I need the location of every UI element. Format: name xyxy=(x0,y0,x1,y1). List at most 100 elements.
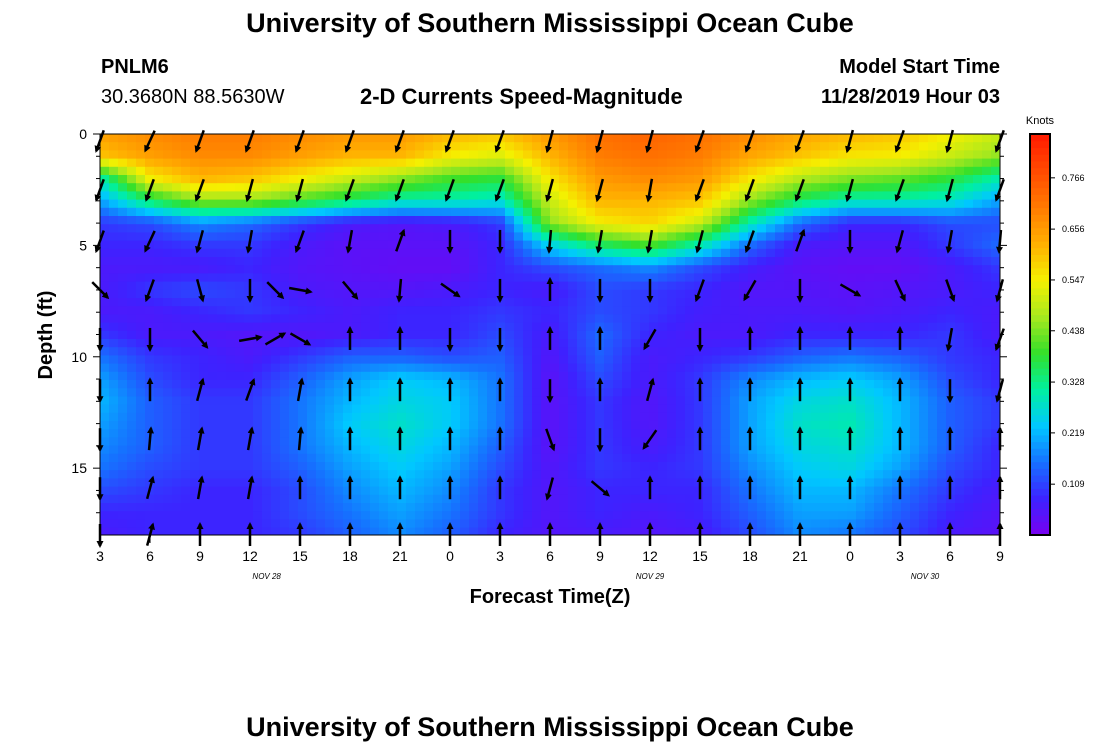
heatmap-cell xyxy=(487,158,497,168)
heatmap-cell xyxy=(982,437,992,447)
heatmap-cell xyxy=(766,166,776,176)
heatmap-cell xyxy=(775,199,785,209)
heatmap-cell xyxy=(154,175,164,184)
heatmap-cell xyxy=(982,166,992,176)
heatmap-cell xyxy=(523,421,533,430)
heatmap-cell xyxy=(442,166,452,176)
heatmap-cell xyxy=(181,445,191,455)
heatmap-cell xyxy=(838,257,848,266)
heatmap-cell xyxy=(982,421,992,430)
heatmap-cell xyxy=(235,314,245,324)
heatmap-cell xyxy=(541,150,551,160)
heatmap-cell xyxy=(460,511,470,520)
heatmap-cell xyxy=(190,232,200,242)
heatmap-cell xyxy=(883,306,893,315)
heatmap-cell xyxy=(163,322,173,332)
heatmap-cell xyxy=(748,183,758,192)
heatmap-cell xyxy=(244,273,254,283)
heatmap-cell xyxy=(343,224,353,233)
heatmap-cell xyxy=(433,314,443,324)
current-vector-arrow xyxy=(296,377,305,402)
heatmap-cell xyxy=(118,175,128,184)
heatmap-cell xyxy=(541,519,551,529)
heatmap-cell xyxy=(154,527,164,535)
heatmap-cell xyxy=(883,429,893,438)
heatmap-cell xyxy=(649,339,659,348)
heatmap-cell xyxy=(415,183,425,192)
heatmap-cell xyxy=(712,265,722,274)
heatmap-cell xyxy=(532,289,542,299)
heatmap-cell xyxy=(811,404,821,414)
heatmap-cell xyxy=(100,265,110,274)
heatmap-cell xyxy=(343,470,353,479)
heatmap-cell xyxy=(748,306,758,315)
heatmap-cell xyxy=(775,445,785,455)
heatmap-cell xyxy=(343,314,353,324)
heatmap-cell xyxy=(586,150,596,160)
heatmap-cell xyxy=(577,519,587,529)
heatmap-cell xyxy=(514,142,524,151)
heatmap-cell xyxy=(667,240,677,250)
heatmap-cell xyxy=(226,216,236,225)
heatmap-cell xyxy=(280,396,290,406)
heatmap-cell xyxy=(667,166,677,176)
heatmap-cell xyxy=(118,248,128,258)
heatmap-cell xyxy=(910,355,920,365)
heatmap-cell xyxy=(640,298,650,307)
heatmap-cell xyxy=(136,207,146,217)
heatmap-cell xyxy=(892,232,902,242)
heatmap-cell xyxy=(811,166,821,176)
heatmap-cell xyxy=(541,289,551,299)
heatmap-cell xyxy=(901,134,911,143)
heatmap-cell xyxy=(874,298,884,307)
heatmap-cell xyxy=(946,404,956,414)
heatmap-cell xyxy=(415,437,425,447)
heatmap-cell xyxy=(883,380,893,389)
heatmap-cell xyxy=(289,396,299,406)
heatmap-cell xyxy=(964,265,974,274)
heatmap-cell xyxy=(550,248,560,258)
heatmap-cell xyxy=(883,396,893,406)
heatmap-cell xyxy=(271,404,281,414)
heatmap-cell xyxy=(865,429,875,438)
heatmap-cell xyxy=(163,478,173,488)
heatmap-cell xyxy=(496,355,506,365)
heatmap-cell xyxy=(370,306,380,315)
heatmap-cell xyxy=(793,445,803,455)
heatmap-cell xyxy=(586,306,596,315)
heatmap-cell xyxy=(586,289,596,299)
heatmap-cell xyxy=(532,150,542,160)
heatmap-cell xyxy=(550,503,560,512)
heatmap-cell xyxy=(514,191,524,201)
heatmap-cell xyxy=(424,298,434,307)
heatmap-cell xyxy=(208,134,218,143)
heatmap-cell xyxy=(532,503,542,512)
heatmap-cell xyxy=(379,314,389,324)
heatmap-cell xyxy=(379,330,389,340)
heatmap-cell xyxy=(163,396,173,406)
heatmap-cell xyxy=(478,314,488,324)
heatmap-cell xyxy=(586,404,596,414)
heatmap-cell xyxy=(676,494,686,504)
heatmap-cell xyxy=(982,289,992,299)
heatmap-cell xyxy=(379,527,389,535)
heatmap-cell xyxy=(127,191,137,201)
heatmap-cell xyxy=(658,265,668,274)
heatmap-cell xyxy=(964,257,974,266)
heatmap-cell xyxy=(676,273,686,283)
heatmap-cell xyxy=(676,150,686,160)
heatmap-cell xyxy=(955,470,965,479)
heatmap-cell xyxy=(352,519,362,529)
heatmap-cell xyxy=(406,371,416,381)
heatmap-cell xyxy=(298,306,308,315)
heatmap-cell xyxy=(766,142,776,151)
heatmap-cell xyxy=(415,503,425,512)
heatmap-cell xyxy=(352,273,362,283)
heatmap-cell xyxy=(505,240,515,250)
heatmap-cell xyxy=(982,158,992,168)
heatmap-cell xyxy=(271,339,281,348)
heatmap-cell xyxy=(712,240,722,250)
heatmap-cell xyxy=(577,273,587,283)
heatmap-cell xyxy=(451,183,461,192)
